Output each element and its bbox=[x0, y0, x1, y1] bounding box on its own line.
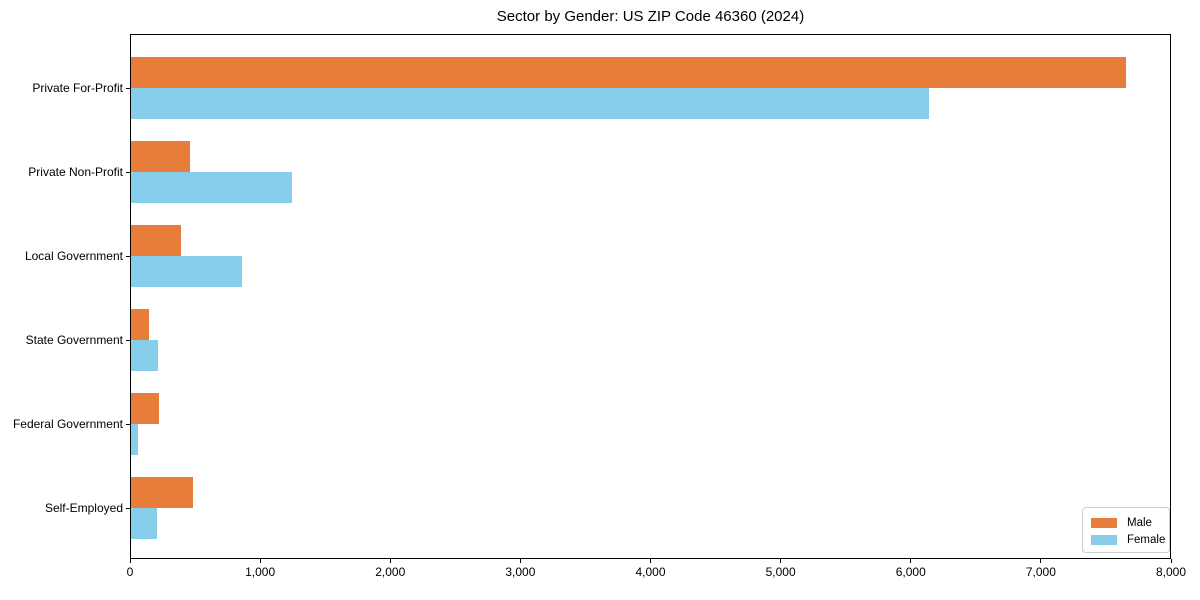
bar-female-5 bbox=[131, 508, 158, 539]
x-axis-tick bbox=[780, 559, 782, 563]
x-axis-tick-label: 0 bbox=[126, 565, 134, 579]
legend-entry-female: Female bbox=[1091, 531, 1165, 548]
x-axis-tick-label: 2,000 bbox=[375, 565, 406, 579]
legend-label: Female bbox=[1127, 533, 1166, 546]
x-axis-tick-label: 3,000 bbox=[505, 565, 536, 579]
bar-male-5 bbox=[131, 477, 193, 508]
y-axis-tick bbox=[126, 339, 130, 341]
y-axis-tick bbox=[126, 171, 130, 173]
bar-male-3 bbox=[131, 309, 150, 340]
bar-male-4 bbox=[131, 393, 159, 424]
x-axis-tick-label: 1,000 bbox=[245, 565, 276, 579]
bar-male-1 bbox=[131, 141, 191, 172]
legend-label: Male bbox=[1127, 516, 1152, 529]
chart-title: Sector by Gender: US ZIP Code 46360 (202… bbox=[496, 8, 805, 25]
x-axis-tick bbox=[1040, 559, 1042, 563]
x-axis-tick-label: 6,000 bbox=[895, 565, 926, 579]
bar-male-0 bbox=[131, 57, 1127, 88]
y-axis-tick bbox=[126, 255, 130, 257]
y-axis-tick bbox=[126, 423, 130, 425]
x-axis-tick-label: 5,000 bbox=[765, 565, 796, 579]
x-axis-tick-label: 4,000 bbox=[635, 565, 666, 579]
x-axis-tick bbox=[259, 559, 261, 563]
plot-area bbox=[130, 34, 1171, 559]
legend: Male Female bbox=[1082, 507, 1170, 553]
y-axis-category-label: State Government bbox=[25, 333, 123, 347]
y-axis-category-label: Private Non-Profit bbox=[28, 165, 123, 179]
legend-swatch-icon bbox=[1091, 534, 1117, 545]
x-axis-tick bbox=[519, 559, 521, 563]
bar-female-1 bbox=[131, 172, 292, 203]
x-axis-tick bbox=[1170, 559, 1172, 563]
legend-entry-male: Male bbox=[1091, 514, 1161, 531]
x-axis-tick-label: 8,000 bbox=[1155, 565, 1187, 579]
x-axis-tick bbox=[389, 559, 391, 563]
y-axis-category-label: Local Government bbox=[24, 249, 123, 263]
x-axis-tick bbox=[129, 559, 131, 563]
y-axis-category-label: Private For-Profit bbox=[32, 81, 123, 95]
x-axis-tick-label: 7,000 bbox=[1025, 565, 1056, 579]
legend-swatch-icon bbox=[1091, 517, 1117, 528]
bar-female-3 bbox=[131, 340, 158, 371]
bar-female-2 bbox=[131, 256, 242, 287]
y-axis-category-label: Federal Government bbox=[12, 417, 123, 431]
bar-male-2 bbox=[131, 225, 182, 256]
y-axis-tick bbox=[126, 507, 130, 509]
y-axis-category-label: Self-Employed bbox=[44, 501, 123, 515]
y-axis-tick bbox=[126, 87, 130, 89]
x-axis-tick bbox=[650, 559, 651, 563]
bar-female-0 bbox=[131, 88, 929, 119]
bar-female-4 bbox=[131, 424, 139, 455]
x-axis-tick bbox=[910, 559, 912, 563]
